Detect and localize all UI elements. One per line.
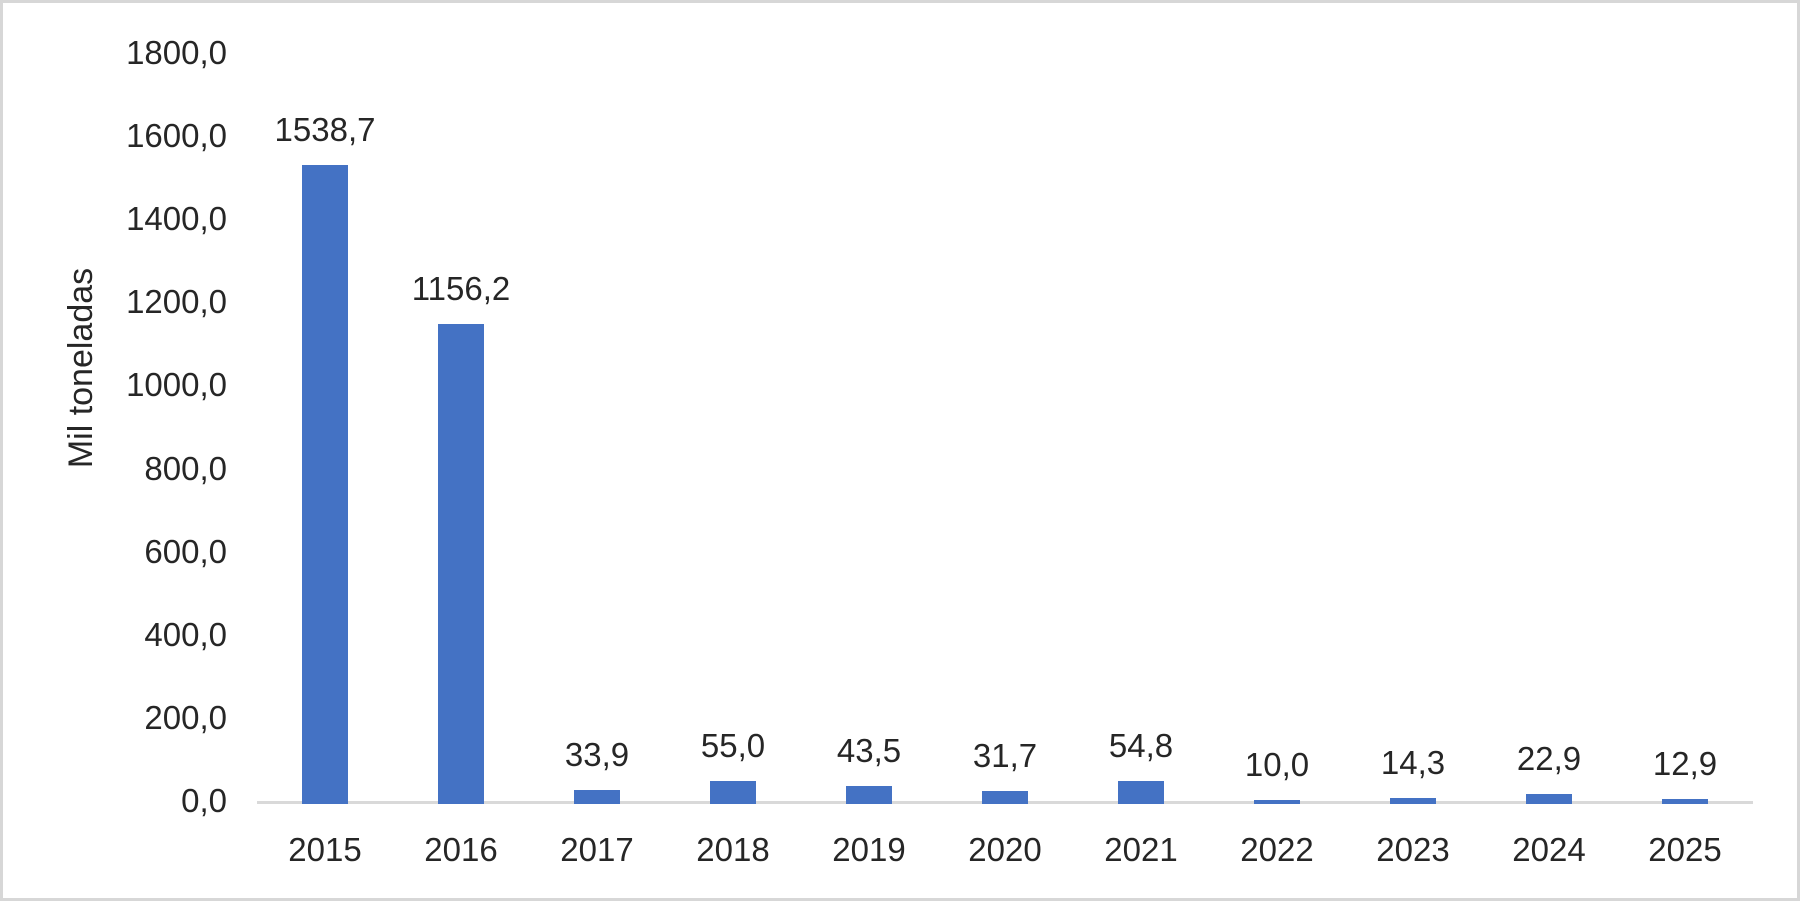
x-tick-label-2018: 2018 — [696, 831, 770, 868]
x-tick-label-2023: 2023 — [1376, 831, 1450, 868]
x-tick-label-2017: 2017 — [560, 831, 634, 868]
y-tick-label: 1000,0 — [126, 366, 227, 404]
x-tick-label-2019: 2019 — [832, 831, 906, 868]
y-tick-label: 1400,0 — [126, 200, 227, 238]
bar-2016 — [438, 323, 484, 804]
data-label-2024: 22,9 — [1516, 740, 1582, 778]
bar-2022 — [1254, 799, 1300, 804]
y-tick-label: 0,0 — [181, 782, 227, 819]
y-tick-label: 200,0 — [144, 698, 227, 736]
data-label-2022: 10,0 — [1244, 745, 1310, 783]
bar-2024 — [1526, 794, 1572, 804]
bar-2019 — [846, 785, 892, 804]
bar-2020 — [982, 790, 1028, 804]
x-tick-label-2020: 2020 — [968, 831, 1042, 868]
data-label-2018: 55,0 — [700, 727, 766, 765]
y-tick-label: 800,0 — [144, 449, 227, 487]
data-label-2019: 43,5 — [836, 731, 902, 769]
x-tick-label-2021: 2021 — [1104, 831, 1178, 868]
bar-2017 — [574, 789, 620, 804]
y-tick-label: 400,0 — [144, 615, 227, 653]
data-label-2021: 54,8 — [1108, 727, 1174, 765]
y-tick-label: 600,0 — [144, 532, 227, 570]
data-label-2023: 14,3 — [1380, 744, 1446, 782]
bar-2023 — [1390, 798, 1436, 804]
y-tick-label: 1800,0 — [126, 34, 227, 71]
y-tick-label: 1200,0 — [126, 283, 227, 321]
bar-2018 — [710, 781, 756, 804]
x-tick-label-2022: 2022 — [1240, 831, 1314, 868]
bar-2025 — [1662, 798, 1708, 804]
y-tick-label: 1600,0 — [126, 117, 227, 155]
x-tick-label-2015: 2015 — [288, 831, 362, 868]
data-label-2025: 12,9 — [1652, 744, 1718, 782]
data-label-2020: 31,7 — [972, 736, 1038, 774]
x-tick-label-2024: 2024 — [1512, 831, 1586, 868]
data-label-2015: 1538,7 — [274, 110, 376, 148]
x-tick-label-2025: 2025 — [1648, 831, 1722, 868]
data-label-2016: 1156,2 — [411, 269, 511, 307]
bar-2021 — [1118, 781, 1164, 804]
data-label-2017: 33,9 — [564, 735, 630, 773]
bar-2015 — [302, 164, 348, 804]
plot-area: 1538,7 1156,2 33,9 55,0 43,5 31,7 54,8 10,0 14,3… — [257, 56, 1753, 804]
x-tick-label-2016: 2016 — [424, 831, 498, 868]
